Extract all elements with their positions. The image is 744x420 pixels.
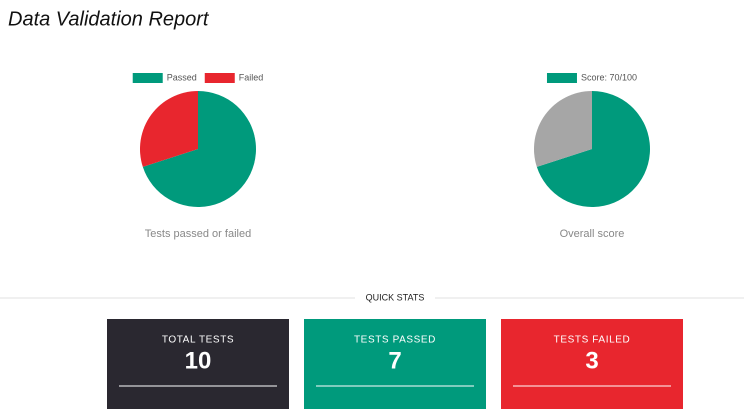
pie-slice — [139, 91, 198, 167]
legend: Score: 70/100 — [546, 72, 637, 83]
stat-card — [304, 319, 486, 409]
legend-swatch — [132, 73, 163, 83]
stat-card — [501, 319, 683, 409]
stat-label: TESTS FAILED — [554, 335, 631, 346]
stat-label: TESTS PASSED — [354, 335, 436, 346]
legend-label: Score: 70/100 — [581, 72, 637, 82]
legend-swatch — [204, 73, 235, 83]
pie-caption: Overall score — [560, 228, 625, 240]
stat-label: TOTAL TESTS — [162, 335, 234, 346]
stats-title: QUICK STATS — [366, 292, 425, 302]
stat-value: 10 — [185, 347, 212, 374]
legend-label: Failed — [239, 72, 264, 82]
pie-slice — [536, 91, 651, 207]
stat-value: 7 — [388, 347, 401, 374]
pie-slice — [534, 91, 592, 167]
legend: Passed Failed — [132, 72, 264, 83]
stats-title-bg — [355, 290, 435, 306]
pie-slice — [142, 91, 256, 207]
stat-value: 3 — [585, 347, 598, 374]
report-title: Data Validation Report — [8, 8, 210, 30]
legend-label: Passed — [167, 72, 197, 82]
legend-swatch — [546, 73, 577, 83]
pie-caption: Tests passed or failed — [145, 228, 251, 240]
stat-card — [107, 319, 289, 409]
